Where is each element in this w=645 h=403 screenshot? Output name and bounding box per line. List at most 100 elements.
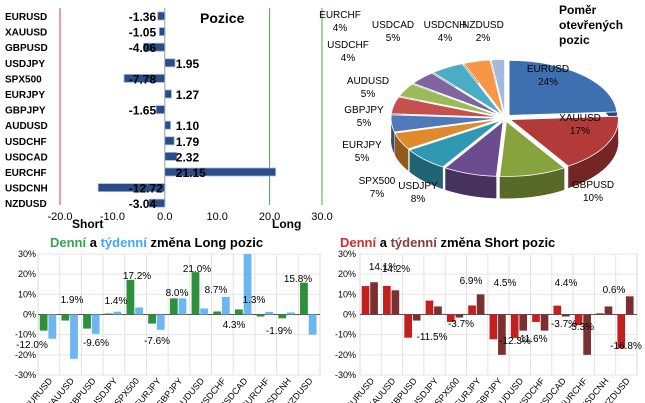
- positions-chart-title: Pozice: [200, 10, 245, 26]
- c4-bar-gbpusd-0: [404, 314, 412, 338]
- c3-value-label-6: 8.0%: [166, 288, 189, 299]
- position-bar-eurchf: [164, 167, 277, 177]
- c3-ytick-3: 0%: [23, 310, 36, 320]
- c3-ytick-5: -20%: [15, 350, 36, 360]
- pie-label-gbpjpy: GBPJPY 5%: [344, 105, 384, 129]
- c3-title-part-3: změna Long pozic: [147, 235, 263, 250]
- c3-bar-eurusd-0: [39, 314, 48, 331]
- c4-bar-usdcnh-0: [596, 313, 604, 315]
- c3-value-label-10: 1.3%: [243, 295, 266, 306]
- position-bar-eurusd: [157, 11, 166, 21]
- c4-title-part-3: změna Short pozic: [437, 235, 555, 250]
- pie-title-line-2: otevřených: [559, 18, 623, 32]
- c3-ytick-2: 10%: [18, 289, 36, 299]
- c4-bar-nzdusd-1: [625, 296, 634, 315]
- c4-value-label-1: 14.2%: [382, 264, 410, 275]
- c3-bar-gbpusd-1: [91, 314, 100, 334]
- c4-bar-eurjpy-1: [476, 294, 485, 315]
- pie-slice-gbpusd: [499, 120, 566, 177]
- c4-ytick-5: -20%: [335, 350, 356, 360]
- pie-label-gbpusd: GBPUSD 10%: [572, 180, 614, 204]
- pie-side-spx500: [409, 150, 443, 189]
- position-value-usdjpy: 1.95: [176, 57, 200, 71]
- open-positions-pie-chart: Poměr otevřených pozic EURUSD 24% XAUUSD 17…: [319, 3, 623, 205]
- pie-side-usdjpy: [445, 167, 497, 199]
- position-value-eurusd: -1.36: [129, 10, 157, 24]
- c4-value-label-2: -11.5%: [417, 332, 448, 343]
- pie-label-usdchf: USDCHF 4%: [327, 40, 369, 64]
- position-value-nzdusd: -3.04: [129, 197, 157, 211]
- pie-label-usdjpy: USDJPY 8%: [398, 181, 438, 205]
- pie-label-xauusd: XAUUSD 17%: [559, 113, 601, 137]
- c4-value-label-12: -16.8%: [610, 341, 642, 352]
- pie-slice-spx500: [408, 120, 502, 168]
- c3-value-label-8: 8.7%: [205, 285, 228, 296]
- c3-bar-eurjpy-0: [148, 314, 157, 324]
- pie-side-gbpusd: [499, 167, 565, 199]
- c4-bar-audusd-1: [519, 314, 528, 331]
- c4-value-label-10: -5.3%: [568, 322, 594, 333]
- position-value-spx500: -7.78: [129, 72, 157, 86]
- c4-ytick-1: 20%: [338, 269, 356, 279]
- c3-title-part-0: Denní: [50, 235, 87, 250]
- c3-bar-eurjpy-1: [156, 314, 165, 330]
- position-xtick-3: 10.0: [206, 211, 227, 223]
- c3-bar-audusd-1: [200, 308, 209, 315]
- c3-bar-xauusd-1: [70, 314, 78, 359]
- position-value-usdcnh: -12.72: [129, 182, 163, 196]
- c4-bar-nzdusd-0: [617, 314, 626, 349]
- position-bar-spx500: [123, 74, 166, 83]
- position-xtick-2: 0.0: [157, 211, 172, 223]
- c4-bar-usdcad-0: [553, 305, 562, 315]
- pie-chart-title: Poměr otevřených pozic: [559, 3, 623, 47]
- c4-value-label-9: 4.4%: [555, 278, 578, 289]
- c3-bar-usdchf-0: [213, 311, 222, 315]
- c3-bar-usdchf-1: [221, 296, 230, 315]
- c3-bar-audusd-0: [191, 272, 200, 315]
- pie-label-spx500: SPX500 7%: [359, 176, 396, 200]
- c4-bar-spx500-1: [455, 314, 464, 318]
- short-axis-label: Short: [72, 217, 103, 231]
- pie-side-xauusd: [568, 116, 619, 189]
- c3-bar-eurchf-1: [265, 311, 274, 315]
- position-value-audusd: 1.10: [176, 119, 200, 133]
- c4-bar-usdchf-1: [540, 314, 549, 331]
- c3-bar-nzdusd-0: [300, 282, 308, 315]
- c3-bar-eurchf-0: [256, 314, 265, 317]
- position-value-gbpjpy: -1.65: [129, 104, 157, 118]
- pie-label-eurjpy: EURJPY 5%: [342, 140, 382, 164]
- c4-title-part-2: týdenní: [391, 235, 438, 250]
- c3-bar-nzdusd-1: [308, 314, 317, 335]
- long-change-title: Denní a týdenní změna Long pozic: [50, 235, 263, 250]
- c3-title-part-2: týdenní: [101, 235, 148, 250]
- c4-bar-usdcnh-1: [604, 306, 613, 315]
- pie-label-usdcad: USDCAD 5%: [372, 20, 414, 44]
- c4-value-label-3: 6.9%: [460, 276, 483, 287]
- position-category-nzdusd: NZDUSD: [5, 199, 47, 210]
- c4-bar-spx500-0: [446, 314, 455, 322]
- pie-slice-usdcnh: [463, 59, 504, 115]
- position-category-spx500: SPX500: [5, 74, 42, 85]
- c3-bar-gbpjpy-1: [178, 298, 187, 315]
- pie-side-gbpjpy: [391, 114, 395, 155]
- c4-ytick-6: -30%: [335, 370, 356, 380]
- position-bar-eurjpy: [164, 89, 172, 99]
- c4-value-label-11: 0.6%: [603, 285, 626, 296]
- pie-side-eurjpy: [394, 133, 409, 171]
- c4-value-label-5: 4.5%: [494, 278, 517, 289]
- c3-value-label-5: -7.6%: [144, 336, 170, 347]
- position-value-usdchf: 1.79: [176, 135, 200, 149]
- short-change-bar-chart: Denní a týdenní změna Short pozic 14.1%1…: [335, 235, 642, 403]
- position-bar-usdchf: [164, 136, 175, 146]
- position-category-audusd: AUDUSD: [5, 121, 48, 132]
- c4-title-part-0: Denní: [340, 235, 377, 250]
- c4-ytick-4: -10%: [335, 330, 356, 340]
- pie-slice-usdjpy: [444, 120, 504, 177]
- c3-ytick-6: -30%: [15, 370, 36, 380]
- c4-bar-usdjpy-1: [434, 306, 442, 315]
- c3-title-part-1: a: [86, 235, 100, 250]
- position-value-eurjpy: 1.27: [176, 88, 200, 102]
- pie-label-audusd: AUDUSD 5%: [347, 76, 389, 100]
- pie-slice-audusd: [390, 96, 500, 118]
- c4-value-label-8: -3.7%: [551, 319, 577, 330]
